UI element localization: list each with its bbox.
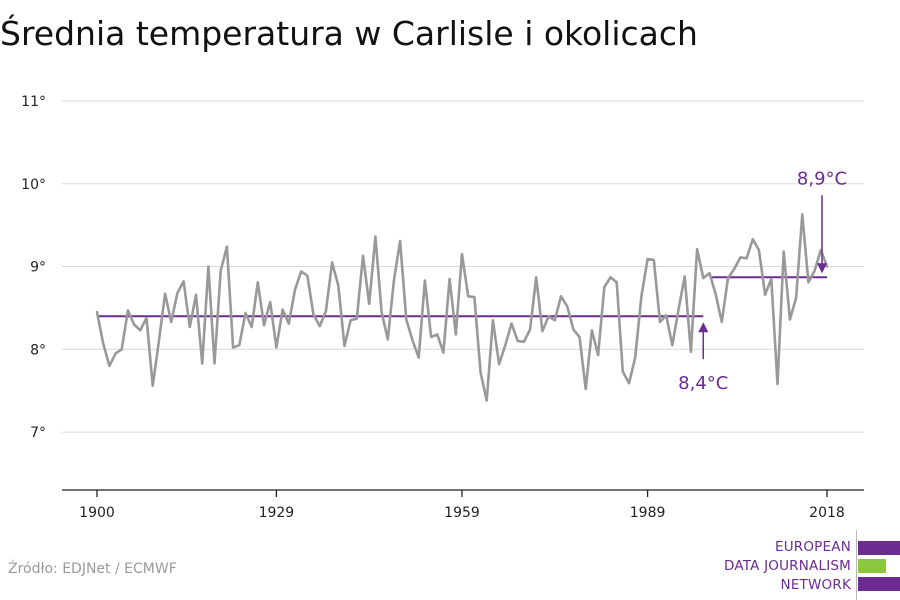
annotation-label-1: 8,4°C (678, 373, 728, 394)
logo-line-european: EUROPEAN (774, 539, 851, 555)
source-note: Źródło: EDJNet / ECMWF (8, 561, 177, 577)
y-tick-label-10: 10° (21, 177, 46, 193)
logo-bar-green (858, 559, 886, 573)
logo-line-data-journalism: DATA JOURNALISM (724, 558, 851, 574)
chart-title: Średnia temperatura w Carlisle i okolica… (0, 14, 698, 53)
x-tick-label-1929: 1929 (259, 505, 295, 521)
annotation-label-2: 8,9°C (797, 168, 847, 189)
edjnet-logo: EUROPEAN DATA JOURNALISM NETWORK (700, 528, 900, 600)
annotation-arrow-2-head (817, 263, 827, 274)
x-axis: 1900 1929 1959 1989 2018 (62, 489, 864, 521)
logo-bar-purple-bottom (858, 577, 900, 591)
y-tick-label-11: 11° (21, 94, 46, 110)
annotation-arrow-1-head (698, 322, 709, 333)
y-tick-label-7: 7° (30, 425, 46, 441)
x-tick-label-1989: 1989 (630, 505, 666, 521)
y-tick-label-9: 9° (30, 260, 46, 276)
logo-bar-purple-top (858, 541, 900, 555)
logo-divider (856, 530, 857, 600)
series-line-1 (95, 213, 829, 402)
y-axis-labels: 7° 8° 9° 10° 11° (21, 94, 46, 441)
x-tick-label-1959: 1959 (444, 505, 480, 521)
x-tick-label-2018: 2018 (809, 505, 845, 521)
x-tick-label-1900: 1900 (79, 505, 115, 521)
temperature-series (95, 213, 829, 402)
average-annotations: 8,4°C 8,9°C (678, 168, 847, 394)
y-tick-label-8: 8° (30, 342, 46, 358)
logo-line-network: NETWORK (780, 577, 851, 593)
